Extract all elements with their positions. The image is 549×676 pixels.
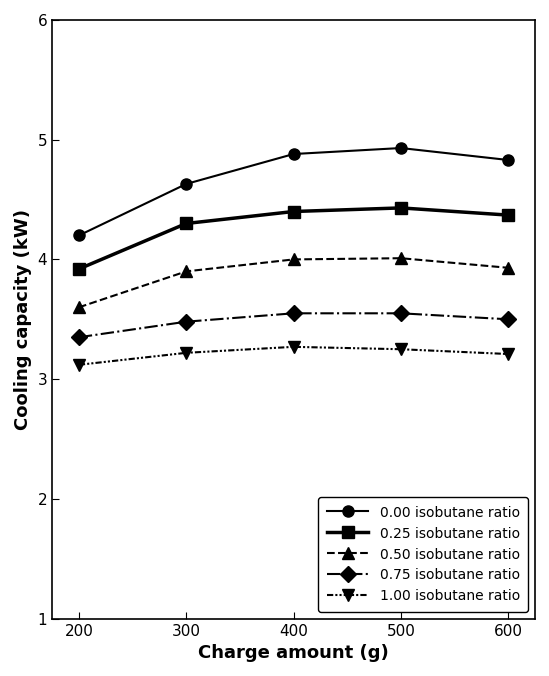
1.00 isobutane ratio <box>183 349 189 357</box>
0.75 isobutane ratio <box>505 315 512 323</box>
0.75 isobutane ratio <box>183 318 189 326</box>
0.50 isobutane ratio <box>505 264 512 272</box>
0.25 isobutane ratio <box>397 204 404 212</box>
0.25 isobutane ratio <box>290 208 297 216</box>
1.00 isobutane ratio <box>397 345 404 354</box>
0.50 isobutane ratio <box>76 304 82 312</box>
Line: 0.75 isobutane ratio: 0.75 isobutane ratio <box>74 308 514 343</box>
0.50 isobutane ratio <box>397 254 404 262</box>
Line: 0.00 isobutane ratio: 0.00 isobutane ratio <box>74 143 514 241</box>
Line: 0.25 isobutane ratio: 0.25 isobutane ratio <box>74 202 514 274</box>
Line: 1.00 isobutane ratio: 1.00 isobutane ratio <box>74 341 514 370</box>
1.00 isobutane ratio <box>76 361 82 369</box>
0.00 isobutane ratio <box>76 231 82 239</box>
0.00 isobutane ratio <box>290 150 297 158</box>
0.25 isobutane ratio <box>183 220 189 228</box>
1.00 isobutane ratio <box>290 343 297 351</box>
X-axis label: Charge amount (g): Charge amount (g) <box>198 644 389 662</box>
0.00 isobutane ratio <box>183 180 189 188</box>
0.00 isobutane ratio <box>505 156 512 164</box>
0.75 isobutane ratio <box>397 309 404 317</box>
0.75 isobutane ratio <box>76 333 82 341</box>
Legend: 0.00 isobutane ratio, 0.25 isobutane ratio, 0.50 isobutane ratio, 0.75 isobutane: 0.00 isobutane ratio, 0.25 isobutane rat… <box>318 498 528 612</box>
0.50 isobutane ratio <box>290 256 297 264</box>
Line: 0.50 isobutane ratio: 0.50 isobutane ratio <box>74 253 514 313</box>
0.75 isobutane ratio <box>290 309 297 317</box>
0.50 isobutane ratio <box>183 267 189 275</box>
0.00 isobutane ratio <box>397 144 404 152</box>
0.25 isobutane ratio <box>76 265 82 273</box>
0.25 isobutane ratio <box>505 211 512 219</box>
Y-axis label: Cooling capacity (kW): Cooling capacity (kW) <box>14 209 32 430</box>
1.00 isobutane ratio <box>505 350 512 358</box>
